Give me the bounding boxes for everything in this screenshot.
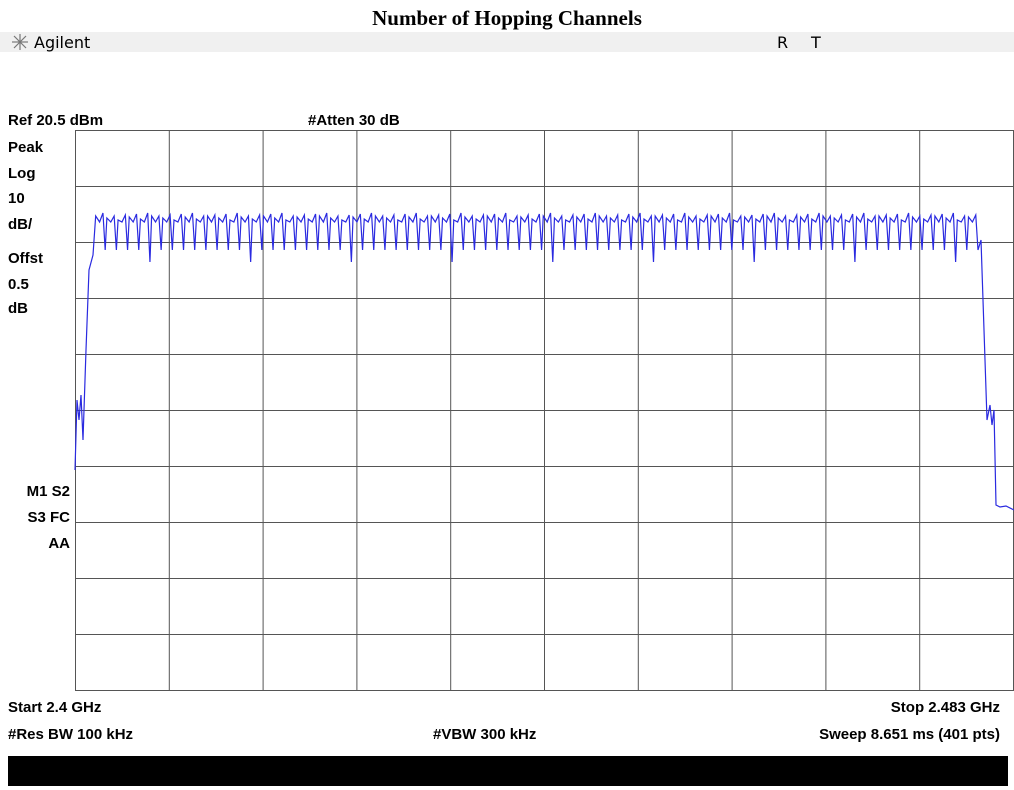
header-bar <box>0 32 1014 52</box>
start-freq: Start 2.4 GHz <box>8 699 101 716</box>
scale-label: Peak <box>8 139 44 156</box>
scale-label: 10 <box>8 190 25 207</box>
stop-freq: Stop 2.483 GHz <box>891 699 1000 716</box>
vbw: #VBW 300 kHz <box>433 726 536 743</box>
attenuation: #Atten 30 dB <box>308 112 400 129</box>
grid <box>75 130 1014 691</box>
scale-label: dB <box>8 300 28 317</box>
res-bw: #Res BW 100 kHz <box>8 726 133 743</box>
scale-label: Log <box>8 165 36 182</box>
scale-label: 0.5 <box>8 276 29 293</box>
marker-label: M1 S2 <box>27 483 70 500</box>
marker-label: S3 FC <box>27 509 70 526</box>
marker-label: AA <box>48 535 70 552</box>
logo-icon <box>12 34 28 50</box>
scale-label: dB/ <box>8 216 33 233</box>
title: Number of Hopping Channels <box>372 6 642 30</box>
indicator: R <box>777 33 788 52</box>
trace <box>74 212 1014 511</box>
scale-label: Offst <box>8 250 43 267</box>
status-bar <box>8 756 1008 786</box>
sweep: Sweep 8.651 ms (401 pts) <box>819 726 1000 743</box>
logo: Agilent <box>34 33 90 52</box>
ref-level: Ref 20.5 dBm <box>8 112 103 129</box>
indicator: T <box>810 33 821 52</box>
